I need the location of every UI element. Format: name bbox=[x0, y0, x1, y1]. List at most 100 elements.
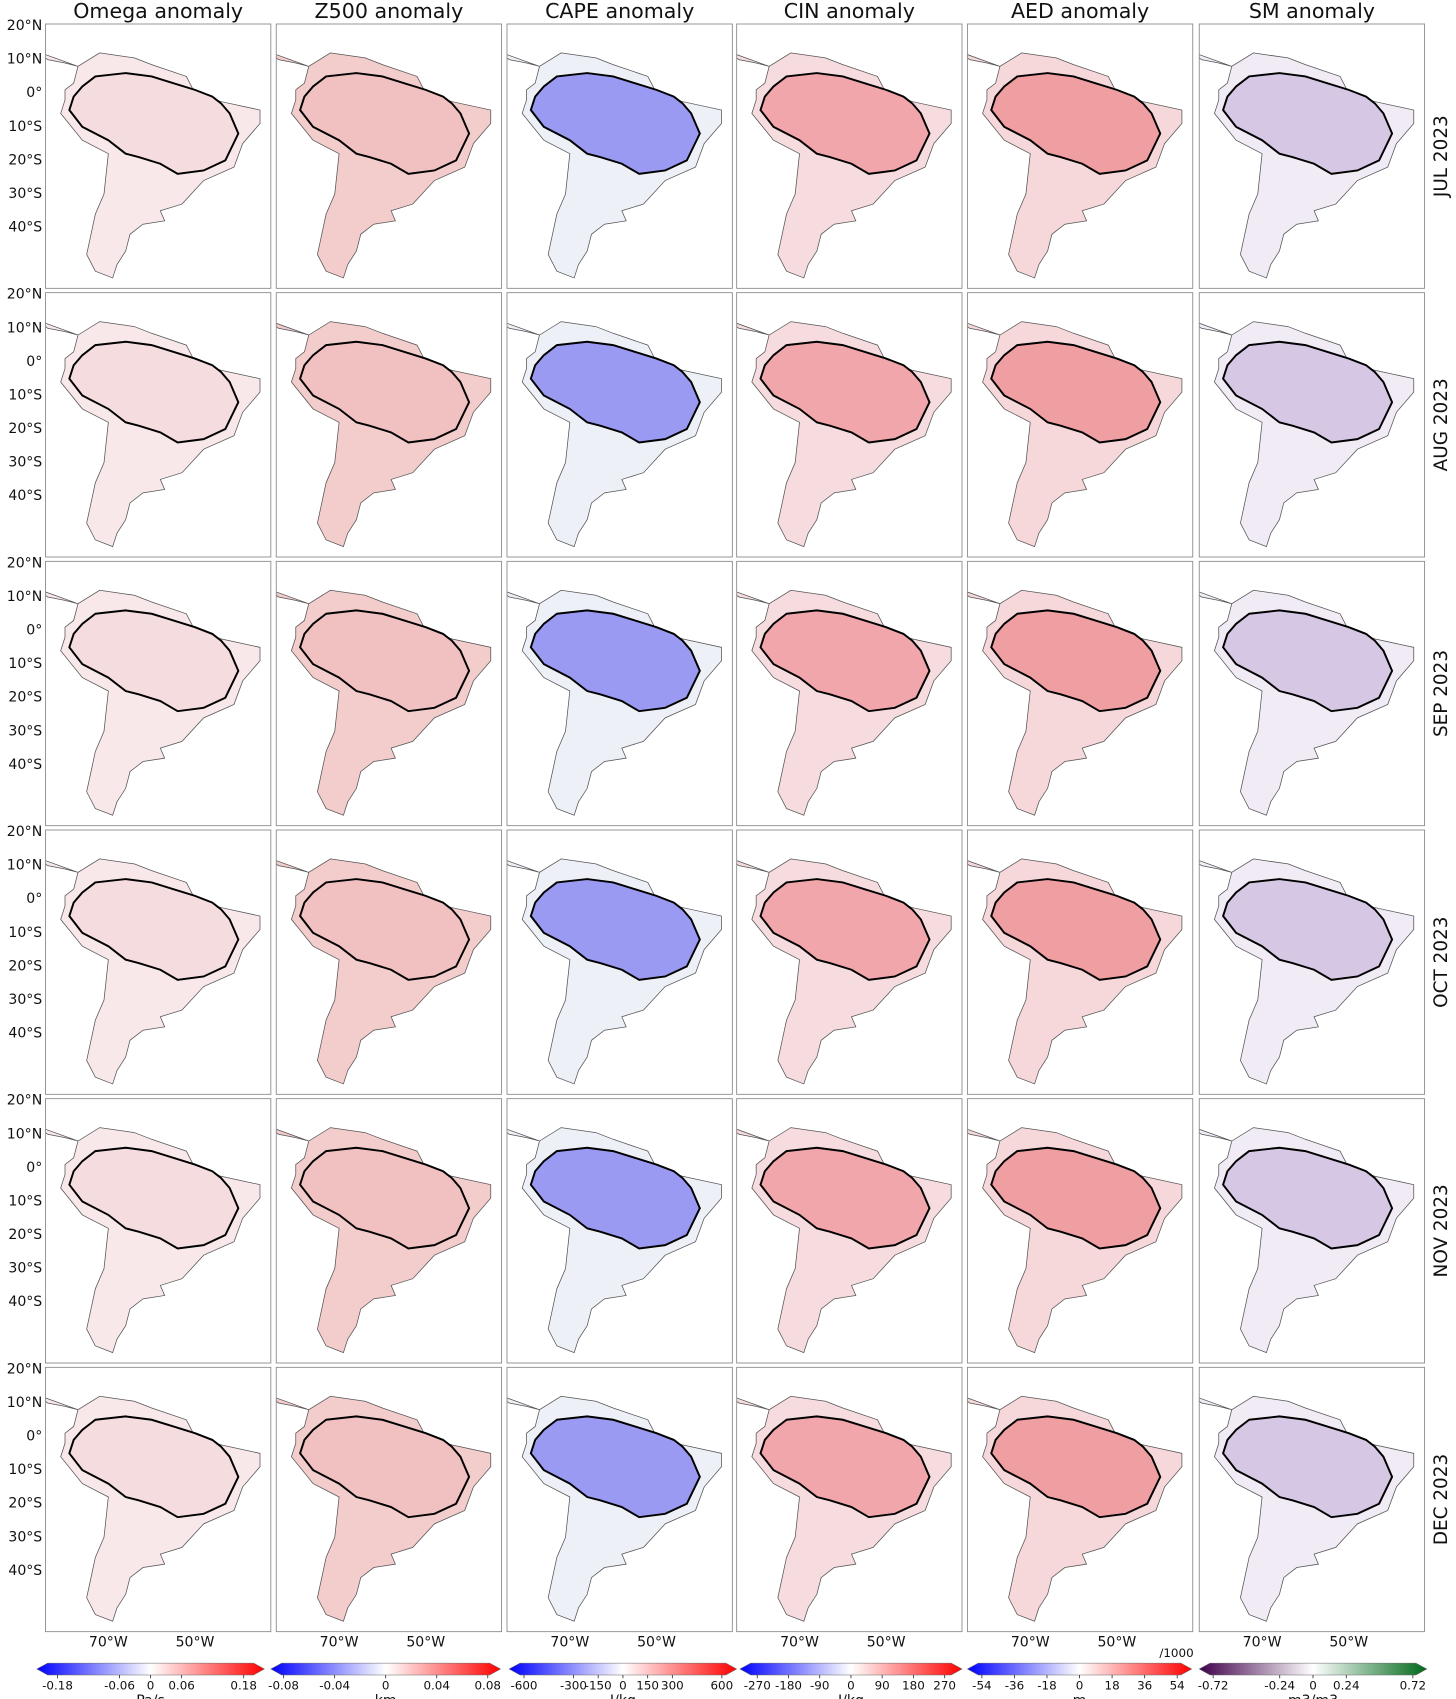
panel-frame bbox=[45, 1098, 272, 1364]
amazon-basin bbox=[298, 1415, 471, 1519]
panel-frame bbox=[1198, 292, 1426, 558]
lon-label: 70°W bbox=[320, 1635, 359, 1651]
lat-label: 30°S bbox=[8, 723, 42, 739]
panel-frame bbox=[1198, 1098, 1426, 1364]
colorbar-tick-label: 0.04 bbox=[423, 1678, 450, 1692]
lat-label: 10°S bbox=[8, 119, 42, 135]
map-panel bbox=[966, 292, 1194, 558]
amazon-basin bbox=[759, 878, 931, 981]
lat-label: 0° bbox=[26, 891, 42, 907]
colorbar-tick-label: 180 bbox=[902, 1678, 925, 1692]
colorbar-tick-label: 0.72 bbox=[1400, 1678, 1427, 1692]
amazon-basin bbox=[298, 1146, 471, 1250]
amazon-basin bbox=[759, 1146, 931, 1250]
amazon-basin bbox=[1221, 1146, 1394, 1250]
colorbar-tick-label: -54 bbox=[972, 1678, 991, 1692]
amazon-basin bbox=[529, 72, 701, 175]
lat-label: 0° bbox=[26, 1160, 42, 1176]
panel-frame bbox=[275, 829, 503, 1095]
lat-label: 20°N bbox=[7, 287, 42, 303]
colorbar-tick-label: -18 bbox=[1037, 1678, 1056, 1692]
lat-label: 20°S bbox=[8, 421, 42, 437]
column-title: SM anomaly bbox=[1249, 0, 1375, 23]
colorbar bbox=[1198, 1662, 1428, 1676]
lon-label: 50°W bbox=[176, 1635, 215, 1651]
map-panel bbox=[275, 1366, 503, 1633]
colorbar bbox=[36, 1662, 265, 1676]
lon-label: 50°W bbox=[1329, 1635, 1368, 1651]
lon-label: 70°W bbox=[780, 1635, 819, 1651]
colorbar-tick-label: 600 bbox=[710, 1678, 733, 1692]
lat-label: 20°S bbox=[8, 1227, 42, 1243]
panel-frame bbox=[966, 829, 1194, 1095]
amazon-basin bbox=[68, 72, 240, 175]
map-panel bbox=[506, 23, 733, 289]
amazon-basin bbox=[1221, 1415, 1394, 1519]
map-panel bbox=[736, 23, 963, 289]
colorbar bbox=[966, 1662, 1193, 1676]
map-panel bbox=[275, 829, 503, 1095]
amazon-basin bbox=[298, 72, 471, 175]
lat-label: 30°S bbox=[8, 1261, 42, 1277]
colorbar-tick-label: -0.18 bbox=[42, 1678, 73, 1692]
map-panel bbox=[275, 560, 503, 827]
colorbar-tick-label: -0.06 bbox=[104, 1678, 135, 1692]
colorbar-tick-label: -0.24 bbox=[1264, 1678, 1295, 1692]
colorbar-tick-label: 0 bbox=[847, 1678, 855, 1692]
colorbar-tick-label: -36 bbox=[1005, 1678, 1024, 1692]
lon-label: 50°W bbox=[406, 1635, 445, 1651]
colorbar-tick-label: 90 bbox=[875, 1678, 890, 1692]
amazon-basin bbox=[68, 609, 240, 713]
row-label: OCT 2023 bbox=[1431, 917, 1452, 1008]
lat-label: 10°S bbox=[8, 925, 42, 941]
lat-label: 20°N bbox=[7, 555, 42, 571]
panel-frame bbox=[966, 1366, 1194, 1633]
colorbar-unit: J/kg bbox=[837, 1693, 864, 1699]
panel-frame bbox=[1198, 829, 1426, 1095]
panel-frame bbox=[1198, 23, 1426, 289]
panel-frame bbox=[506, 829, 733, 1095]
panel-frame bbox=[1198, 1366, 1426, 1633]
lat-label: 0° bbox=[26, 85, 42, 101]
map-panel bbox=[45, 560, 272, 827]
colorbar-tick-label: 36 bbox=[1137, 1678, 1152, 1692]
map-panel bbox=[275, 1098, 503, 1364]
colorbar-unit: J/kg bbox=[609, 1693, 636, 1699]
lat-label: 40°S bbox=[8, 220, 42, 236]
panel-frame bbox=[275, 1098, 503, 1364]
panel-frame bbox=[966, 560, 1194, 827]
lat-label: 0° bbox=[26, 354, 42, 370]
amazon-basin bbox=[990, 72, 1162, 175]
amazon-basin bbox=[759, 609, 931, 713]
colorbar-tick-label: 18 bbox=[1105, 1678, 1120, 1692]
panel-frame bbox=[506, 1366, 733, 1633]
panel-frame bbox=[966, 23, 1194, 289]
panel-frame bbox=[45, 1366, 272, 1633]
amazon-basin bbox=[68, 1415, 240, 1519]
panel-frame bbox=[506, 1098, 733, 1364]
amazon-basin bbox=[529, 609, 701, 713]
lon-label: 70°W bbox=[89, 1635, 128, 1651]
map-panel bbox=[736, 560, 963, 827]
column-title: Z500 anomaly bbox=[315, 0, 464, 23]
colorbar-tick-label: 150 bbox=[636, 1678, 659, 1692]
lat-label: 10°S bbox=[8, 1462, 42, 1478]
lat-label: 10°N bbox=[7, 52, 42, 68]
column-title: CIN anomaly bbox=[784, 0, 915, 23]
amazon-basin bbox=[298, 340, 471, 444]
lon-label: 50°W bbox=[1097, 1635, 1136, 1651]
amazon-basin bbox=[990, 1415, 1162, 1519]
panel-frame bbox=[275, 292, 503, 558]
lon-label: 50°W bbox=[637, 1635, 676, 1651]
panel-frame bbox=[506, 292, 733, 558]
colorbar bbox=[739, 1662, 963, 1676]
panel-frame bbox=[736, 829, 963, 1095]
amazon-basin bbox=[1221, 609, 1394, 713]
colorbar-unit: m bbox=[1073, 1693, 1087, 1699]
map-panel bbox=[1198, 560, 1426, 827]
map-panel bbox=[45, 1098, 272, 1364]
amazon-basin bbox=[759, 72, 931, 175]
row-label: JUL 2023 bbox=[1431, 115, 1452, 198]
panel-frame bbox=[45, 23, 272, 289]
map-panel bbox=[966, 23, 1194, 289]
